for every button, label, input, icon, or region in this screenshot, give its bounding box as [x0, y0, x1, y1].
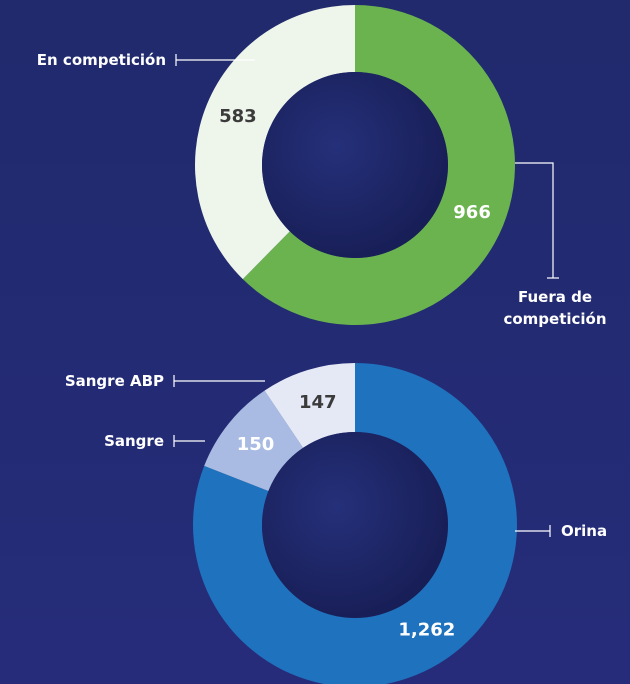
- value-label: 583: [219, 106, 257, 127]
- donut-hole: [262, 72, 448, 258]
- donut-slice: [193, 363, 517, 684]
- value-label: 966: [453, 202, 491, 223]
- donut-slice: [264, 363, 355, 448]
- donut-hole: [262, 432, 448, 618]
- category-label: Fuera de competición: [503, 288, 607, 328]
- callout-line: [515, 162, 554, 278]
- category-label: Sangre: [104, 432, 164, 450]
- value-label: 150: [237, 434, 275, 455]
- category-label: Orina: [561, 522, 608, 540]
- value-label: 1,262: [398, 619, 455, 640]
- category-label: Sangre ABP: [64, 372, 164, 390]
- donut-slice: [204, 390, 304, 492]
- value-label: 147: [299, 392, 337, 413]
- donut-slice: [242, 5, 516, 325]
- category-label: En competición: [36, 51, 166, 69]
- donut-slice: [195, 5, 355, 280]
